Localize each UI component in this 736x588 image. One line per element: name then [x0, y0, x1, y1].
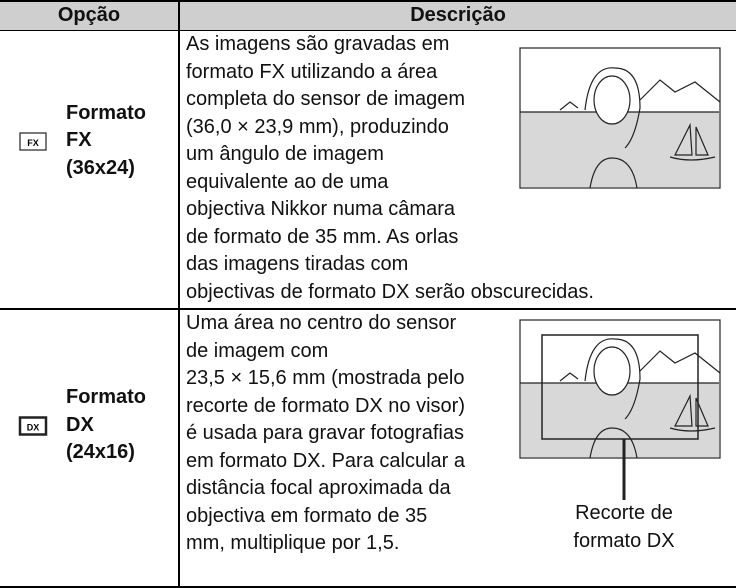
caption: formato DX	[573, 529, 675, 552]
description-line: Uma área no centro do sensor	[186, 312, 457, 334]
illustration	[519, 47, 721, 189]
border	[178, 0, 180, 588]
option-label: FX	[66, 129, 92, 151]
description-line: As imagens são gravadas em	[186, 33, 450, 55]
header-option: Opção	[57, 4, 121, 26]
border	[0, 0, 736, 2]
description-line: mm, multiplique por 1,5.	[186, 532, 400, 554]
description-line: de imagem com	[186, 339, 329, 362]
header-description: Descrição	[410, 4, 506, 26]
description-line: recorte de formato DX no visor)	[186, 394, 465, 417]
description-line: 23,5 × 15,6 mm (mostrada pelo	[186, 367, 465, 389]
icon-label: FX	[27, 138, 39, 148]
format-icon	[19, 132, 47, 151]
option-label: Formato	[66, 101, 146, 124]
border	[0, 308, 736, 310]
option-label: Formato	[66, 386, 146, 408]
description-line: de formato de 35 mm. As orlas	[186, 225, 459, 248]
description-line: (36,0 × 23,9 mm), produzindo	[186, 115, 449, 138]
option-label: (36x24)	[66, 156, 135, 179]
option-label: DX	[66, 413, 94, 436]
description-line: é usada para gravar fotografias	[186, 422, 464, 444]
description-line: completa do sensor de imagem	[186, 88, 466, 110]
caption: Recorte de	[575, 502, 673, 524]
option-label: (24x16)	[66, 441, 135, 463]
header-bg	[0, 0, 736, 30]
description-line: objectiva Nikkor numa câmara	[186, 198, 455, 220]
icon-label: DX	[27, 423, 40, 433]
description-line: um ângulo de imagem	[186, 143, 384, 165]
description-line: distância focal aproximada da	[186, 477, 451, 499]
border	[0, 586, 736, 588]
description-line: em formato DX. Para calcular a	[186, 449, 465, 472]
description-line: formato FX utilizando a área	[186, 60, 438, 83]
description-line: objectivas de formato DX serão obscureci…	[186, 280, 594, 303]
format-icon	[18, 416, 48, 436]
description-line: das imagens tiradas com	[186, 253, 409, 275]
border	[0, 30, 736, 31]
description-line: objectiva em formato de 35	[186, 504, 428, 527]
description-line: equivalente ao de uma	[186, 170, 389, 193]
illustration	[519, 319, 721, 500]
